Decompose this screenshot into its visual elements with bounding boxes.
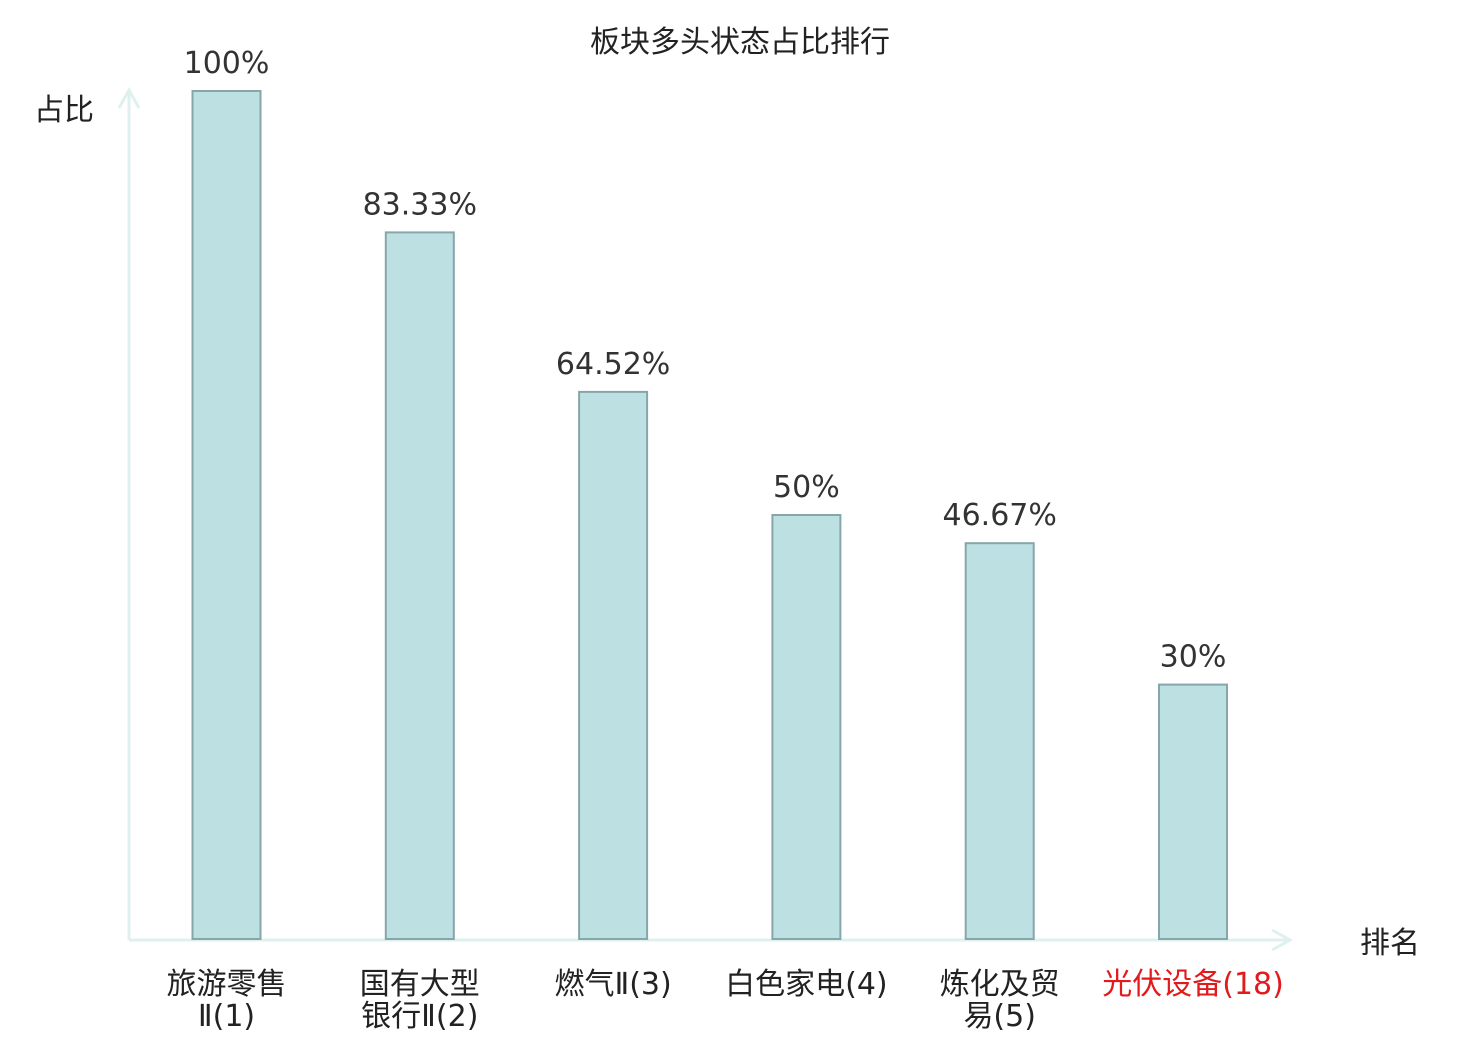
category-tick-labels: 旅游零售 Ⅱ(1) 国有大型银行Ⅱ(2) 燃气Ⅱ(3) 白色家电(4) 炼化及贸易(5) 光… [167,967,1284,1034]
category-label-1: 旅游零售 Ⅱ(1) [167,967,287,1034]
x-axis-label: 排名 [1360,926,1420,961]
category-label-3: 燃气Ⅱ(3) [554,967,671,1002]
x-axis-arrow-icon [1271,928,1294,952]
value-label-4: 50% [773,470,840,505]
chart-title: 板块多头状态占比排行 [590,25,890,60]
bar-3 [578,390,649,940]
category-label-4: 白色家电(4) [725,967,888,1002]
bar-6 [1158,683,1228,940]
bar-2 [384,231,455,940]
value-labels: 100% 83.33% 64.52% 50% 46.67% 30% [184,46,1227,675]
bar-4 [771,514,842,940]
axes [117,86,1294,952]
value-label-2: 83.33% [363,187,477,222]
category-label-5: 炼化及贸易(5) [940,967,1060,1034]
y-axis-label: 占比 [34,93,94,128]
value-label-6: 30% [1160,640,1227,675]
bar-1 [191,90,262,940]
value-label-1: 100% [184,46,270,81]
bars [191,90,1228,940]
y-axis-arrow-icon [117,86,141,109]
value-label-3: 64.52% [556,347,670,382]
bar-5 [964,542,1035,940]
value-label-5: 46.67% [943,498,1057,533]
category-label-2: 国有大型银行Ⅱ(2) [360,967,480,1034]
category-label-6: 光伏设备(18) [1102,967,1284,1002]
